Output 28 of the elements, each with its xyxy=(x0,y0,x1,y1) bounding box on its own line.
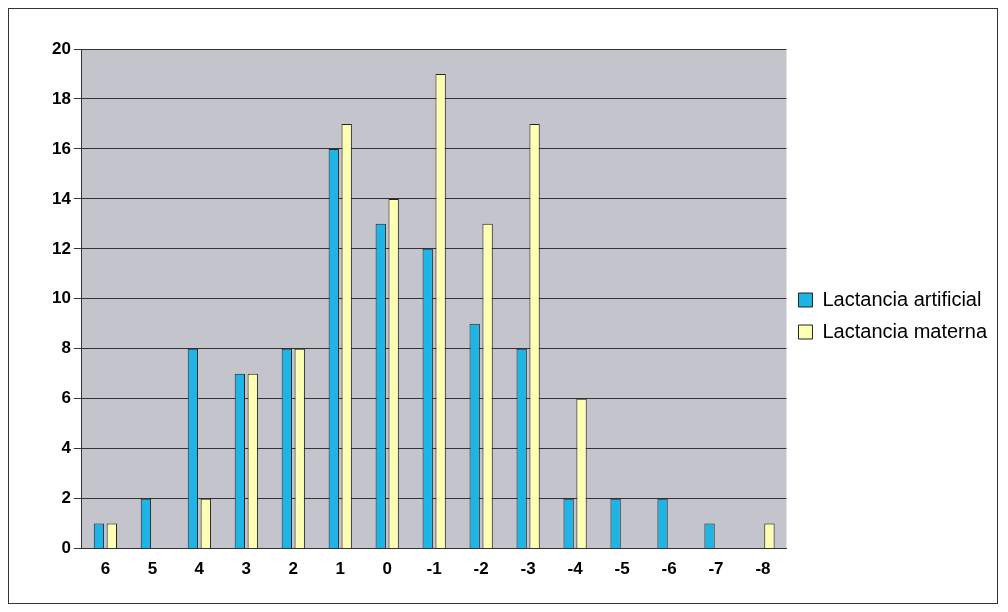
legend-label: Lactancia materna xyxy=(822,319,988,342)
x-tick-label: 5 xyxy=(147,559,158,579)
x-tick-label: -6 xyxy=(661,559,677,579)
x-tick-label: -5 xyxy=(614,559,630,579)
x-tick-label: -7 xyxy=(708,559,724,579)
y-tick-label: 0 xyxy=(61,538,71,558)
y-tick-label: 6 xyxy=(61,388,71,408)
x-tick-label: -8 xyxy=(755,559,771,579)
x-tick-label: 0 xyxy=(382,559,392,579)
x-tick-label: 4 xyxy=(194,559,205,579)
y-tick-label: 18 xyxy=(51,88,71,108)
y-tick-label: 12 xyxy=(51,238,71,258)
x-tick-label: 2 xyxy=(288,559,299,579)
y-tick-label: 2 xyxy=(61,488,71,508)
legend-label: Lactancia artificial xyxy=(822,287,982,310)
x-tick-label: 3 xyxy=(241,559,252,579)
y-tick-label: 8 xyxy=(61,338,71,358)
x-tick-label: 6 xyxy=(100,559,111,579)
y-tick-label: 16 xyxy=(51,138,71,158)
y-tick-label: 14 xyxy=(51,188,72,208)
x-tick-label: -2 xyxy=(473,559,489,579)
x-tick-label: -4 xyxy=(567,559,584,579)
y-tick-label: 10 xyxy=(51,288,71,308)
y-tick-label: 4 xyxy=(61,438,72,458)
x-tick-label: -1 xyxy=(426,559,442,579)
y-tick-label: 20 xyxy=(51,38,71,58)
x-tick-label: -3 xyxy=(520,559,536,579)
x-tick-label: 1 xyxy=(335,559,345,579)
